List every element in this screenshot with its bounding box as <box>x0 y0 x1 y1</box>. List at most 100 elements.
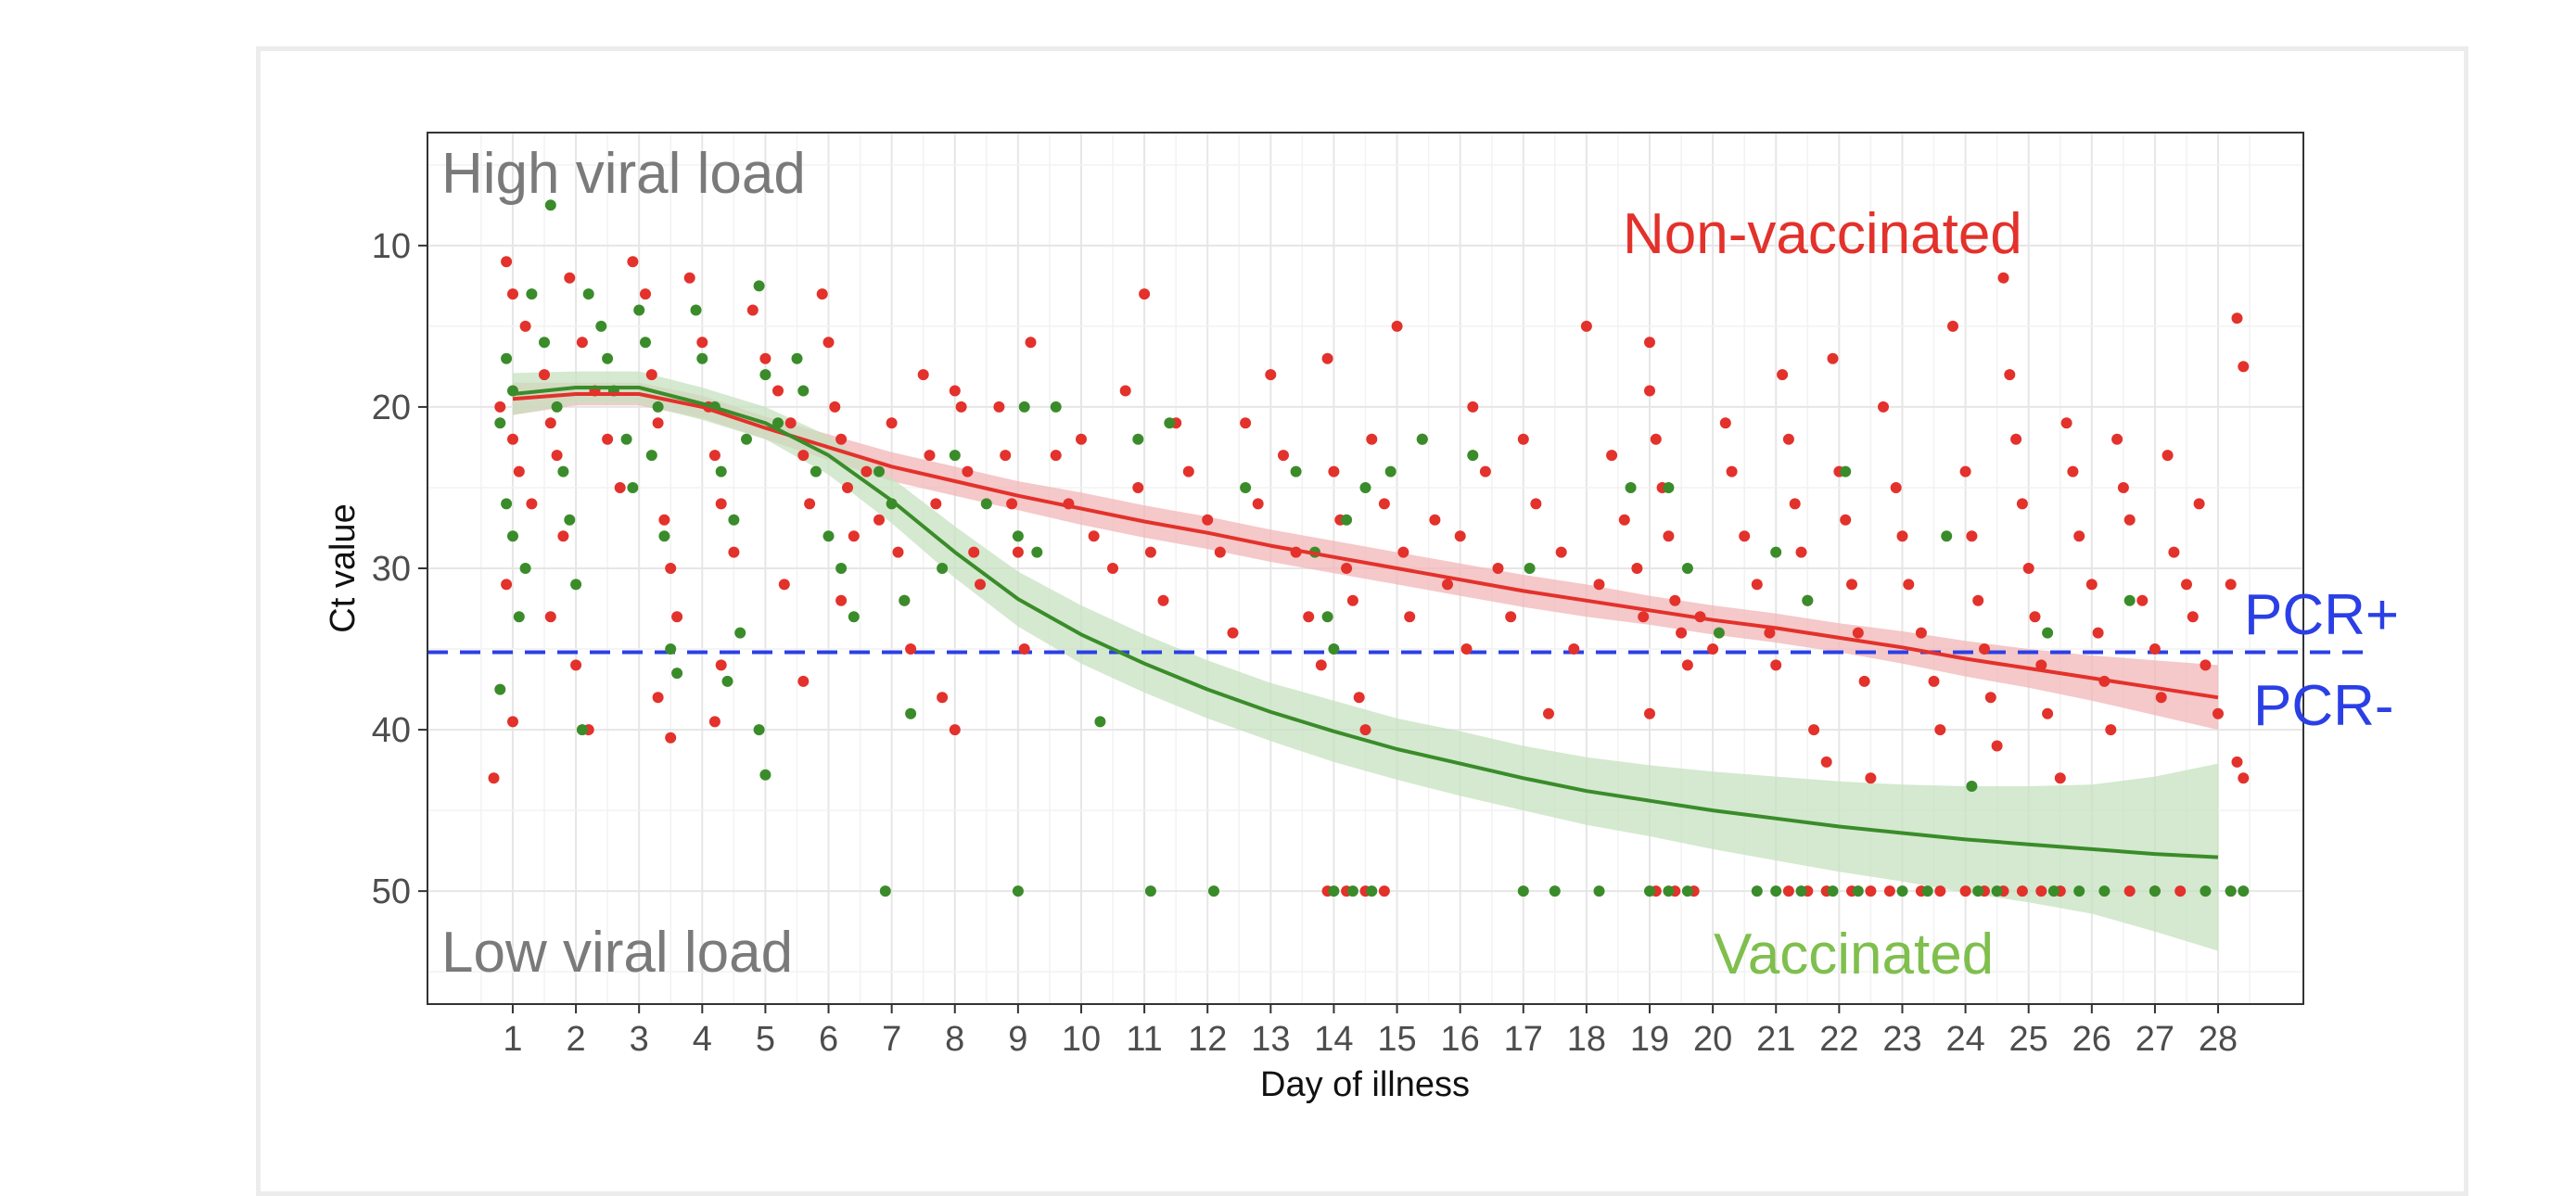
non-vaccinated-point <box>848 530 860 542</box>
non-vaccinated-point <box>715 498 727 510</box>
pcr-negative-label: PCR- <box>2253 674 2394 738</box>
vaccinated-point <box>905 707 917 719</box>
vaccinated-point <box>728 514 740 526</box>
x-tick-label: 2 <box>566 1020 585 1059</box>
non-vaccinated-point <box>1840 514 1852 526</box>
vaccinated-point <box>1366 885 1378 897</box>
non-vaccinated-point <box>816 288 828 300</box>
vaccinated-point <box>1328 885 1340 897</box>
non-vaccinated-point <box>1492 563 1504 574</box>
x-tick-label: 16 <box>1441 1020 1480 1059</box>
vaccinated-point <box>2123 594 2136 606</box>
non-vaccinated-point <box>2123 885 2136 897</box>
non-vaccinated-point <box>1777 369 1789 381</box>
non-vaccinated-point <box>2200 659 2212 671</box>
non-vaccinated-point <box>1966 530 1978 542</box>
non-vaccinated-point <box>2035 659 2047 671</box>
non-vaccinated-point <box>804 498 816 510</box>
vaccinated-point <box>1770 546 1782 558</box>
non-vaccinated-point <box>1454 530 1466 542</box>
non-vaccinated-point <box>1328 465 1340 477</box>
non-vaccinated-point <box>2181 579 2192 591</box>
non-vaccinated-point <box>2004 369 2016 381</box>
non-vaccinated-point <box>829 401 841 413</box>
non-vaccinated-point <box>1808 724 1820 736</box>
non-vaccinated-point <box>842 482 853 493</box>
non-vaccinated-point <box>1681 659 1693 671</box>
non-vaccinated-point <box>1865 885 1877 897</box>
non-vaccinated-point <box>2111 433 2123 445</box>
x-tick-label: 21 <box>1756 1020 1795 1059</box>
vaccinated-point <box>501 498 513 510</box>
non-vaccinated-point <box>1827 352 1839 364</box>
vaccinated-point <box>551 401 563 413</box>
non-vaccinated-point <box>501 579 513 591</box>
vaccinated-point <box>665 643 677 655</box>
non-vaccinated-point <box>2042 707 2054 719</box>
vaccinated-point <box>564 514 576 526</box>
y-axis-ticks: 10 20 30 40 50 <box>372 227 427 911</box>
vaccinated-point <box>2200 885 2212 897</box>
vaccinated-point <box>671 668 683 680</box>
vaccinated-point <box>1321 611 1333 623</box>
non-vaccinated-point <box>519 320 531 332</box>
non-vaccinated-point <box>975 579 986 591</box>
vaccinated-point <box>1240 482 1252 493</box>
vaccinated-point <box>1681 885 1693 897</box>
non-vaccinated-point <box>949 724 961 736</box>
x-tick-label: 24 <box>1945 1020 1984 1059</box>
non-vaccinated-point <box>1303 611 1315 623</box>
vaccinated-point <box>658 530 670 542</box>
vaccinated-point <box>772 417 784 429</box>
vaccinated-point <box>494 683 506 695</box>
non-vaccinated-point <box>924 450 936 462</box>
non-vaccinated-point <box>539 369 550 381</box>
vaccinated-point <box>1031 546 1043 558</box>
non-vaccinated-point <box>2073 530 2085 542</box>
non-vaccinated-point <box>1240 417 1252 429</box>
vaccinated-point <box>2098 885 2111 897</box>
non-vaccinated-point <box>1252 498 1264 510</box>
x-tick-label: 20 <box>1693 1020 1732 1059</box>
vaccinated-point <box>1290 465 1302 477</box>
non-vaccinated-point <box>570 659 582 671</box>
non-vaccinated-point <box>557 530 569 542</box>
y-axis-label: Ct value <box>324 503 363 632</box>
non-vaccinated-point <box>1663 530 1675 542</box>
vaccinated-point <box>633 304 645 316</box>
vaccinated-point <box>1802 594 1814 606</box>
non-vaccinated-point <box>1182 465 1194 477</box>
low-viral-load-label: Low viral load <box>441 921 793 985</box>
non-vaccinated-point <box>2117 482 2129 493</box>
non-vaccinated-point <box>1959 465 1971 477</box>
vaccinated-point <box>1770 885 1782 897</box>
non-vaccinated-point <box>507 288 518 300</box>
vaccinated-point <box>899 594 911 606</box>
non-vaccinated-point <box>2060 417 2072 429</box>
vaccinated-point <box>501 352 513 364</box>
non-vaccinated-point <box>797 450 810 462</box>
vaccinated-point <box>1663 482 1675 493</box>
non-vaccinated-point <box>1202 514 1214 526</box>
vaccinated-point <box>513 611 525 623</box>
vaccinated-point <box>1328 643 1340 655</box>
non-vaccinated-point <box>2231 756 2243 768</box>
non-vaccinated-point <box>652 692 664 704</box>
non-vaccinated-point <box>1144 546 1156 558</box>
x-tick-label: 22 <box>1819 1020 1858 1059</box>
y-tick-label: 50 <box>372 872 411 911</box>
vaccinated-point <box>835 563 848 574</box>
x-tick-label: 5 <box>756 1020 775 1059</box>
y-tick-label: 40 <box>372 711 411 750</box>
x-tick-label: 17 <box>1504 1020 1543 1059</box>
non-vaccinated-point <box>2035 885 2047 897</box>
non-vaccinated-point <box>1378 885 1390 897</box>
vaccinated-point <box>1713 627 1725 639</box>
non-vaccinated-point <box>1132 482 1144 493</box>
non-vaccinated-point <box>1278 450 1289 462</box>
vaccinated-point <box>1896 885 1908 897</box>
vaccinated-point <box>602 352 614 364</box>
non-vaccinated-point <box>1846 579 1857 591</box>
non-vaccinated-point <box>1530 498 1542 510</box>
non-vaccinated-point <box>1669 594 1681 606</box>
